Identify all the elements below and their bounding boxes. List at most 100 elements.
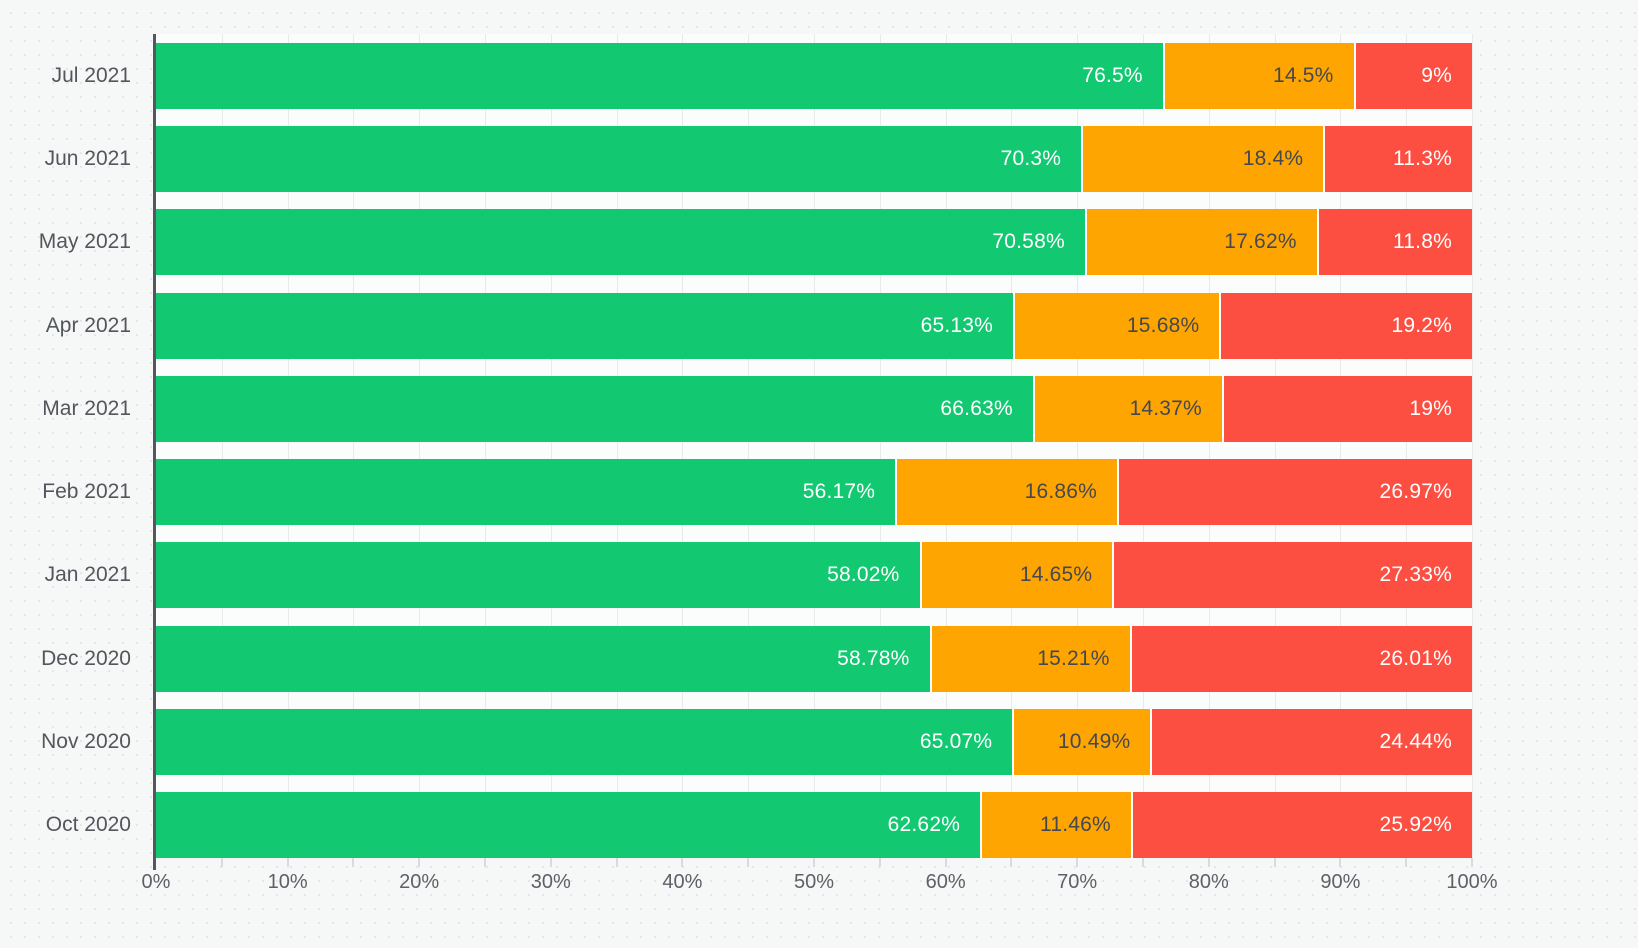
- x-axis-tick-label: 50%: [793, 871, 835, 893]
- bar-value-label: 25.92%: [1379, 812, 1452, 836]
- bar-row: 76.5% 14.5% 9%: [156, 43, 1472, 109]
- x-axis-ticks: [156, 858, 1473, 868]
- bar-segment-orange[interactable]: 18.4%: [1081, 126, 1324, 193]
- y-axis-labels: Jul 2021 Jun 2021 May 2021 Apr 2021 Mar 2021…: [0, 43, 131, 858]
- x-axis-tick-labels: 0% 10% 20% 30% 40% 50% 60% 70% 80% 90% 100%: [142, 871, 1498, 901]
- bar-value-label: 70.3%: [1000, 147, 1062, 171]
- bar-value-label: 65.13%: [920, 313, 994, 337]
- bar-row: 56.17% 16.86% 26.97%: [156, 459, 1472, 526]
- x-axis-tick-label: 40%: [662, 871, 703, 893]
- y-axis-label: May 2021: [38, 230, 131, 254]
- x-axis-tick: [681, 858, 684, 867]
- gridline: [287, 34, 289, 858]
- x-axis-tick: [813, 858, 815, 867]
- bar-segment-red[interactable]: 19%: [1221, 375, 1472, 442]
- bar-value-label: 14.37%: [1129, 396, 1202, 420]
- x-axis-tick-label: 100%: [1446, 871, 1498, 893]
- bar-row: 70.58% 17.62% 11.8%: [156, 209, 1472, 276]
- bar-segment-orange[interactable]: 16.86%: [895, 459, 1118, 526]
- bar-segment-green[interactable]: 58.02%: [156, 542, 920, 609]
- bar-value-label: 11.8%: [1392, 230, 1452, 254]
- bar-segment-red[interactable]: 26.01%: [1129, 625, 1472, 692]
- y-axis-label: Feb 2021: [42, 480, 131, 504]
- bar-segment-green[interactable]: 65.13%: [156, 292, 1014, 359]
- gridline: [485, 34, 486, 858]
- x-axis-tick: [352, 858, 355, 867]
- x-axis-tick: [1142, 858, 1144, 867]
- x-axis-tick: [1207, 858, 1210, 867]
- x-axis-tick-label: 20%: [399, 871, 440, 893]
- bar-segment-green[interactable]: 70.58%: [156, 209, 1085, 276]
- x-axis-tick-label: 70%: [1057, 871, 1098, 893]
- bar-segment-orange[interactable]: 11.46%: [980, 791, 1131, 858]
- bar-segment-orange[interactable]: 10.49%: [1012, 708, 1151, 775]
- bar-segment-green[interactable]: 76.5%: [156, 43, 1163, 109]
- plot-area: 76.5% 14.5% 9% 70.3% 18.4% 11.3% 70.58% 17.62% 1…: [156, 34, 1473, 858]
- x-axis-tick: [1471, 858, 1473, 867]
- bar-segment-red[interactable]: 25.92%: [1130, 791, 1472, 858]
- bar-value-label: 14.65%: [1019, 563, 1093, 587]
- bar-value-label: 26.01%: [1379, 646, 1452, 670]
- bar-value-label: 24.44%: [1379, 729, 1452, 753]
- gridline: [1406, 34, 1408, 858]
- bar-segment-red[interactable]: 26.97%: [1117, 459, 1472, 526]
- bar-segment-orange[interactable]: 15.21%: [929, 625, 1130, 692]
- x-axis-tick: [1076, 858, 1079, 867]
- bar-rows: 76.5% 14.5% 9% 70.3% 18.4% 11.3% 70.58% 17.62% 1…: [156, 43, 1472, 858]
- x-axis-tick: [418, 858, 421, 867]
- bar-value-label: 58.78%: [837, 646, 910, 670]
- y-axis-label: Apr 2021: [45, 313, 131, 337]
- bar-value-label: 11.46%: [1040, 812, 1111, 836]
- bar-value-label: 62.62%: [887, 812, 961, 836]
- bar-segment-red[interactable]: 11.8%: [1316, 209, 1472, 276]
- bar-segment-red[interactable]: 24.44%: [1150, 708, 1472, 775]
- x-axis-tick-label: 10%: [267, 871, 308, 893]
- bar-segment-green[interactable]: 70.3%: [156, 126, 1082, 193]
- bar-segment-green[interactable]: 56.17%: [156, 459, 896, 526]
- x-axis-tick: [1273, 858, 1276, 867]
- bar-value-label: 19.2%: [1391, 313, 1452, 337]
- bar-row: 66.63% 14.37% 19%: [156, 375, 1472, 442]
- bar-segment-orange[interactable]: 17.62%: [1084, 209, 1317, 276]
- gridline: [419, 34, 421, 858]
- x-axis-tick: [1339, 858, 1342, 867]
- bar-segment-red[interactable]: 27.33%: [1112, 542, 1472, 609]
- gridline: [550, 34, 552, 858]
- gridline: [1472, 34, 1473, 858]
- gridline: [1077, 34, 1079, 858]
- bar-segment-orange[interactable]: 14.37%: [1032, 375, 1222, 442]
- bar-segment-red[interactable]: 9%: [1353, 43, 1472, 109]
- bar-value-label: 66.63%: [940, 396, 1013, 420]
- bar-segment-orange[interactable]: 14.65%: [919, 542, 1113, 609]
- x-axis-tick-label: 90%: [1320, 871, 1361, 893]
- bar-segment-red[interactable]: 19.2%: [1219, 292, 1472, 359]
- bar-segment-green[interactable]: 62.62%: [156, 791, 981, 858]
- bar-value-label: 70.58%: [992, 230, 1065, 254]
- bar-row: 58.78% 15.21% 26.01%: [156, 625, 1472, 692]
- x-axis-tick: [878, 858, 881, 867]
- y-axis-label: Jul 2021: [51, 64, 131, 87]
- bar-segment-green[interactable]: 65.07%: [156, 708, 1013, 775]
- bar-value-label: 9%: [1421, 64, 1452, 87]
- x-axis-tick-label: 60%: [925, 871, 966, 893]
- bar-value-label: 65.07%: [919, 729, 993, 753]
- bar-row: 70.3% 18.4% 11.3%: [156, 126, 1472, 193]
- gridline: [1340, 34, 1342, 858]
- bar-row: 65.07% 10.49% 24.44%: [156, 708, 1472, 775]
- bar-segment-red[interactable]: 11.3%: [1323, 126, 1472, 193]
- bar-value-label: 27.33%: [1379, 563, 1452, 587]
- bar-row: 58.02% 14.65% 27.33%: [156, 542, 1472, 609]
- bar-value-label: 17.62%: [1224, 230, 1297, 254]
- bar-value-label: 15.21%: [1037, 646, 1110, 670]
- bar-segment-orange[interactable]: 15.68%: [1013, 292, 1220, 359]
- y-axis-label: Oct 2020: [45, 812, 131, 836]
- bar-value-label: 11.3%: [1392, 147, 1452, 171]
- y-axis-label: Jun 2021: [44, 147, 131, 171]
- gridline: [616, 34, 618, 858]
- y-axis-label: Dec 2020: [41, 646, 131, 670]
- bar-segment-orange[interactable]: 14.5%: [1162, 43, 1354, 109]
- bar-segment-green[interactable]: 66.63%: [156, 375, 1033, 442]
- bar-segment-green[interactable]: 58.78%: [156, 625, 930, 692]
- gridline: [1208, 34, 1210, 858]
